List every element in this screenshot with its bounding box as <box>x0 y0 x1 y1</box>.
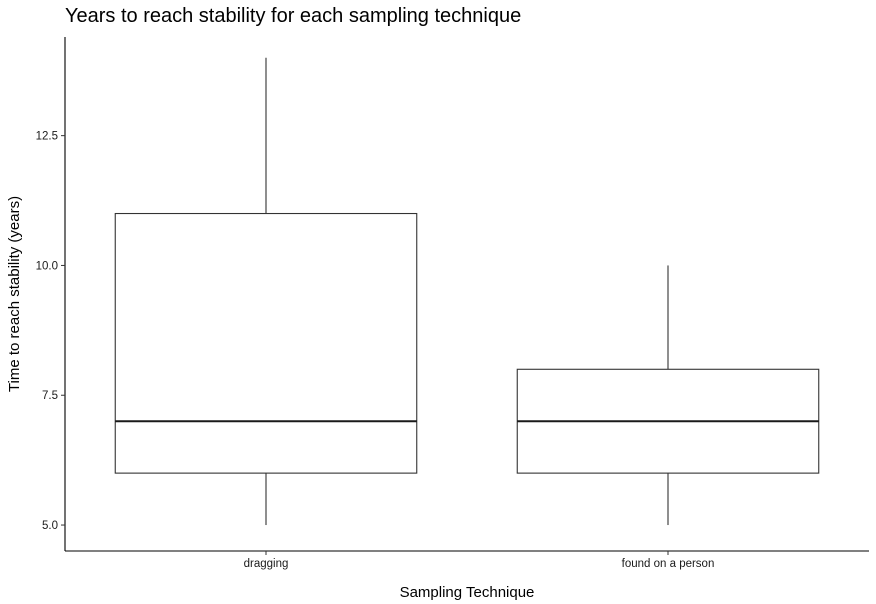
x-axis-ticks: dragging found on a person <box>244 551 715 570</box>
y-tick-label: 7.5 <box>42 390 58 402</box>
y-axis-ticks: 5.0 7.5 10.0 12.5 <box>36 131 65 532</box>
y-axis-title: Time to reach stability (years) <box>6 196 23 392</box>
x-axis-title: Sampling Technique <box>400 584 535 601</box>
y-tick-label: 12.5 <box>36 131 58 143</box>
plot-area <box>114 57 820 526</box>
y-tick-label: 10.0 <box>36 260 58 272</box>
box-1 <box>114 57 418 526</box>
box-2 <box>516 265 820 526</box>
box-rect <box>114 212 418 474</box>
chart-title: Years to reach stability for each sampli… <box>65 5 521 27</box>
x-tick-label: found on a person <box>622 558 715 570</box>
y-tick-label: 5.0 <box>42 520 58 532</box>
x-tick-label: dragging <box>244 558 289 570</box>
